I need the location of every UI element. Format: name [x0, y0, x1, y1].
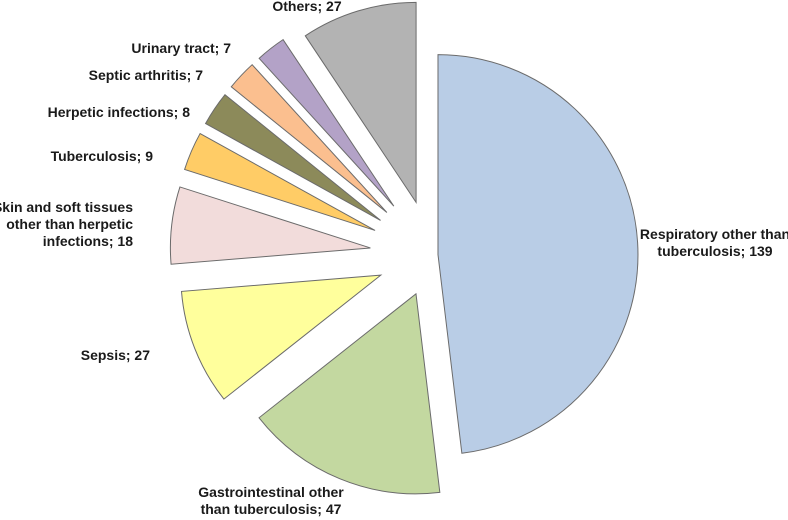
pie-slice-urinary-tract [258, 38, 395, 207]
pie-slice-sepsis [180, 274, 383, 400]
slice-label-herpetic-infections: Herpetic infections; 8 [48, 104, 191, 120]
slice-label-septic-arthritis: Septic arthritis; 7 [89, 67, 204, 83]
slice-label-urinary-tract: Urinary tract; 7 [131, 40, 231, 56]
pie-slice-gastrointestinal-other-than-tuberculosis [258, 292, 441, 495]
slice-label-others: Others; 27 [272, 0, 341, 14]
slice-label-gastrointestinal-other-than-tuberculosis: Gastrointestinal other than tuberculosis;… [198, 484, 344, 517]
slice-label-respiratory-other-than-tuberculosis: Respiratory other than tuberculosis; 139 [640, 226, 788, 259]
slice-label-tuberculosis: Tuberculosis; 9 [51, 148, 154, 164]
pie-slice-tuberculosis [183, 132, 376, 231]
pie-slice-septic-arthritis [230, 63, 388, 213]
pie-slice-others [304, 1, 417, 205]
pie-slice-herpetic-infections [204, 94, 381, 221]
slice-label-skin-and-soft-tissues-other-than-herpetic-infections: Skin and soft tissues other than herpetic… [0, 199, 133, 249]
pie-slice-respiratory-other-than-tuberculosis [437, 54, 639, 454]
slice-label-sepsis: Sepsis; 27 [81, 347, 150, 363]
pie-slice-skin-and-soft-tissues-other-than-herpetic-infections [169, 186, 371, 265]
